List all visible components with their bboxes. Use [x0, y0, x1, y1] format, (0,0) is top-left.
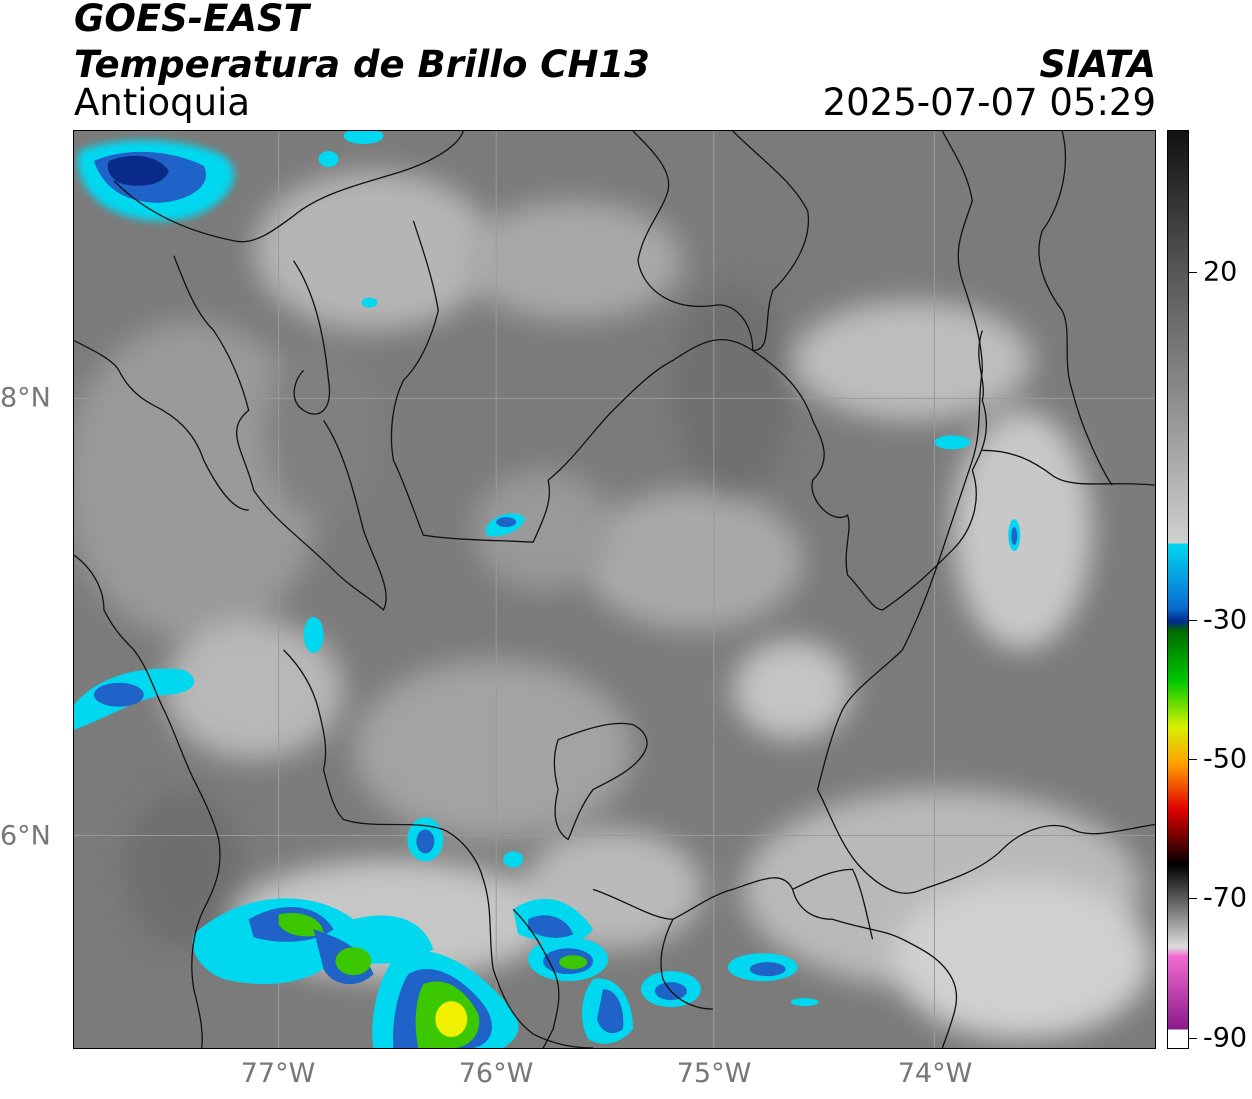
colorbar-label-m30: -30 [1203, 604, 1248, 636]
lon-label-75w: 75°W [676, 1058, 752, 1089]
lat-label-8n: 8°N [0, 382, 51, 414]
lon-label-76w: 76°W [458, 1058, 534, 1089]
colorbar-tick-m70 [1189, 898, 1197, 899]
colorbar-tick-m90 [1189, 1038, 1197, 1039]
lon-label-74w: 74°W [897, 1058, 973, 1089]
boundaries [74, 131, 1155, 1048]
title-satellite: GOES-EAST [74, 0, 309, 40]
gridlines [74, 131, 1155, 1048]
region-label: Antioquia [74, 81, 251, 124]
colorbar-tick-m30 [1189, 620, 1197, 621]
title-product: Temperatura de Brillo CH13 [74, 43, 650, 86]
colorbar-tick-20 [1189, 272, 1197, 273]
cold-cloud-tops [74, 131, 1021, 1048]
satellite-map[interactable] [73, 130, 1156, 1049]
colorbar-label-m50: -50 [1203, 743, 1248, 775]
colorbar-label-m90: -90 [1203, 1022, 1248, 1054]
colorbar-label-m70: -70 [1203, 882, 1248, 914]
lon-label-77w: 77°W [240, 1058, 316, 1089]
colorbar-label-20: 20 [1203, 256, 1238, 288]
lat-label-6n: 6°N [0, 820, 51, 852]
temperature-colorbar [1167, 130, 1189, 1049]
map-image [74, 131, 1155, 1048]
timestamp-label: 2025-07-07 05:29 [822, 81, 1156, 124]
cloud-texture [74, 170, 1153, 1040]
colorbar-tick-m50 [1189, 759, 1197, 760]
brand-label: SIATA [1039, 43, 1156, 86]
